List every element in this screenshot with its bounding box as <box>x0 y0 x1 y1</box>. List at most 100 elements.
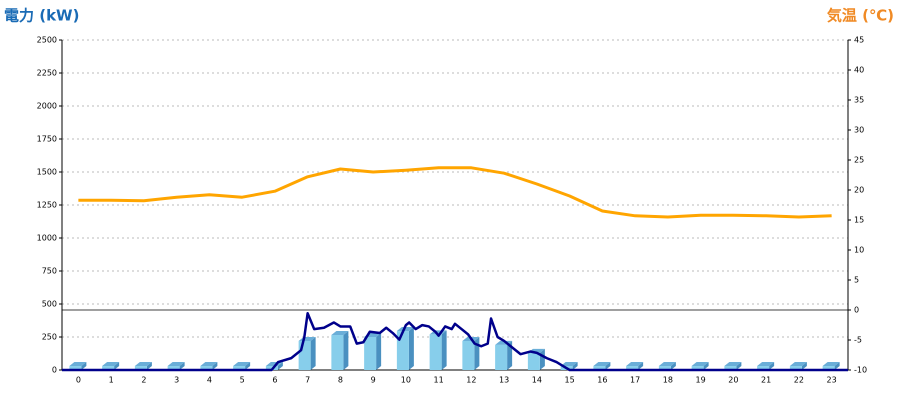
x-tick-label: 22 <box>794 376 804 385</box>
y2-tick-label: 25 <box>854 156 864 165</box>
bar-top <box>724 362 742 367</box>
bar-top <box>200 362 218 367</box>
y-tick-label: 1500 <box>37 168 57 177</box>
bar-top <box>789 362 807 367</box>
bar-top <box>69 362 87 367</box>
x-tick-label: 11 <box>434 376 444 385</box>
bar-top <box>134 362 152 367</box>
bar-side <box>736 362 742 370</box>
y-tick-label: 0 <box>52 366 57 375</box>
y2-tick-label: 35 <box>854 96 864 105</box>
bar <box>527 352 540 370</box>
bar-side <box>572 362 578 370</box>
y-tick-label: 1750 <box>37 135 57 144</box>
x-tick-label: 16 <box>597 376 607 385</box>
y-tick-label: 2500 <box>37 36 57 45</box>
y2-tick-label: 20 <box>854 186 864 195</box>
y2-tick-label: 10 <box>854 246 864 255</box>
y-tick-label: 2000 <box>37 102 57 111</box>
bar-side <box>769 362 775 370</box>
bar <box>233 366 246 370</box>
bar <box>69 366 82 370</box>
x-tick-label: 1 <box>109 376 114 385</box>
bar-side <box>474 336 480 370</box>
bar-side <box>277 362 283 370</box>
bar <box>724 366 737 370</box>
y2-tick-label: -10 <box>854 366 867 375</box>
bar <box>822 366 835 370</box>
y-tick-label: 750 <box>42 267 57 276</box>
bar-side <box>801 362 807 370</box>
bar-side <box>638 362 644 370</box>
x-tick-label: 13 <box>499 376 509 385</box>
bar-side <box>507 340 513 370</box>
temperature-line <box>78 166 832 219</box>
x-tick-label: 4 <box>207 376 212 385</box>
x-tick-label: 3 <box>174 376 179 385</box>
bar-side <box>310 336 316 370</box>
bar-top <box>626 362 644 367</box>
bar-side <box>81 362 87 370</box>
bar-top <box>691 362 709 367</box>
bar <box>691 366 704 370</box>
bar <box>626 366 639 370</box>
y2-tick-label: 5 <box>854 276 859 285</box>
y-tick-label: 500 <box>42 300 57 309</box>
y2-tick-label: 30 <box>854 126 864 135</box>
bar <box>200 366 213 370</box>
y2-tick-label: 0 <box>854 306 859 315</box>
y-tick-label: 250 <box>42 333 57 342</box>
bar <box>396 331 409 370</box>
x-tick-label: 9 <box>371 376 376 385</box>
bar-side <box>376 333 382 370</box>
y-tick-label: 2250 <box>37 69 57 78</box>
bar-side <box>212 362 218 370</box>
y2-tick-label: 45 <box>854 36 864 45</box>
bar-top <box>167 362 185 367</box>
bar <box>167 366 180 370</box>
x-tick-label: 10 <box>401 376 411 385</box>
bar-side <box>834 362 840 370</box>
x-tick-label: 2 <box>141 376 146 385</box>
x-tick-label: 15 <box>565 376 575 385</box>
bar-side <box>703 362 709 370</box>
bar-top <box>757 362 775 367</box>
bar-top <box>233 362 251 367</box>
x-tick-label: 6 <box>272 376 277 385</box>
bar-side <box>441 330 447 370</box>
bar <box>134 366 147 370</box>
bar-top <box>658 362 676 367</box>
bar <box>102 366 115 370</box>
x-tick-label: 19 <box>696 376 706 385</box>
bar-side <box>245 362 251 370</box>
bar-top <box>822 362 840 367</box>
bar-side <box>343 331 349 370</box>
power-line <box>62 311 848 372</box>
bar-top <box>102 362 120 367</box>
bar <box>429 334 442 370</box>
bar-top <box>593 362 611 367</box>
bar <box>331 335 344 370</box>
x-tick-label: 18 <box>663 376 673 385</box>
x-tick-label: 8 <box>338 376 343 385</box>
bar-side <box>408 327 414 370</box>
bar-top <box>331 331 349 336</box>
bar <box>495 344 508 370</box>
bar <box>658 366 671 370</box>
y2-tick-label: -5 <box>854 336 862 345</box>
x-tick-label: 23 <box>827 376 837 385</box>
y-axis-title: 電力 (kW) <box>4 7 79 25</box>
y2-axis-title: 気温 (℃) <box>827 7 894 25</box>
bar <box>364 337 377 370</box>
bar <box>593 366 606 370</box>
bar <box>789 366 802 370</box>
bar <box>298 340 311 370</box>
x-tick-label: 21 <box>761 376 771 385</box>
bar-side <box>179 362 185 370</box>
x-tick-label: 5 <box>240 376 245 385</box>
x-tick-label: 0 <box>76 376 81 385</box>
x-tick-label: 17 <box>630 376 640 385</box>
bar-side <box>670 362 676 370</box>
x-tick-label: 7 <box>305 376 310 385</box>
